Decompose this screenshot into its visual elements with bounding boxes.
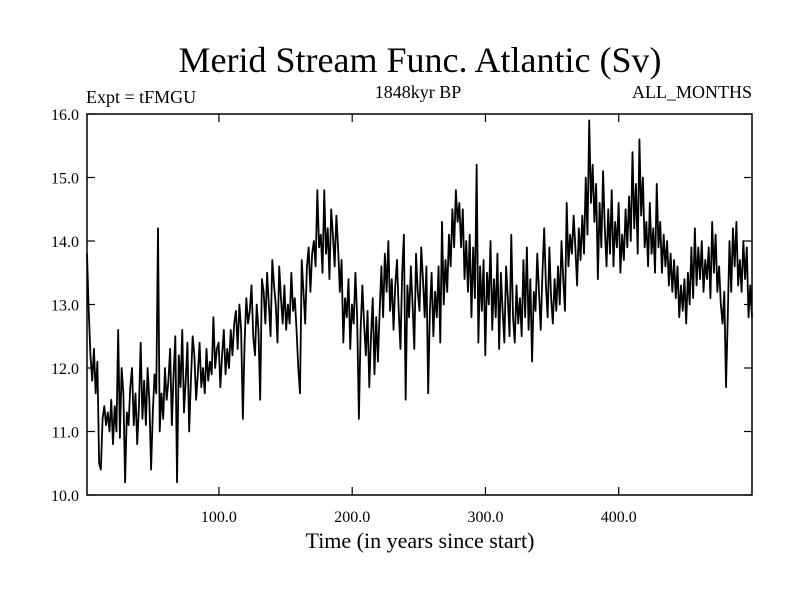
x-tick-label: 300.0 <box>467 509 503 526</box>
y-tick-label: 13.0 <box>51 298 79 315</box>
time-period-label: 1848kyr BP <box>375 82 462 102</box>
x-tick-label: 200.0 <box>334 509 370 526</box>
y-tick-label: 11.0 <box>52 425 79 442</box>
months-label: ALL_MONTHS <box>632 82 752 102</box>
x-tick-label: 100.0 <box>201 509 237 526</box>
series-line <box>86 119 753 484</box>
y-tick-label: 14.0 <box>51 234 79 251</box>
y-tick-label: 16.0 <box>51 107 79 124</box>
experiment-label: Expt = tFMGU <box>86 87 196 107</box>
x-axis: 100.0 200.0 300.0 400.0 <box>201 114 637 526</box>
chart-title: Merid Stream Func. Atlantic (Sv) <box>179 40 662 80</box>
y-tick-label: 10.0 <box>51 488 79 505</box>
y-tick-label: 12.0 <box>51 361 79 378</box>
x-tick-label: 400.0 <box>601 509 637 526</box>
x-axis-label: Time (in years since start) <box>306 528 535 553</box>
y-tick-label: 15.0 <box>51 171 79 188</box>
